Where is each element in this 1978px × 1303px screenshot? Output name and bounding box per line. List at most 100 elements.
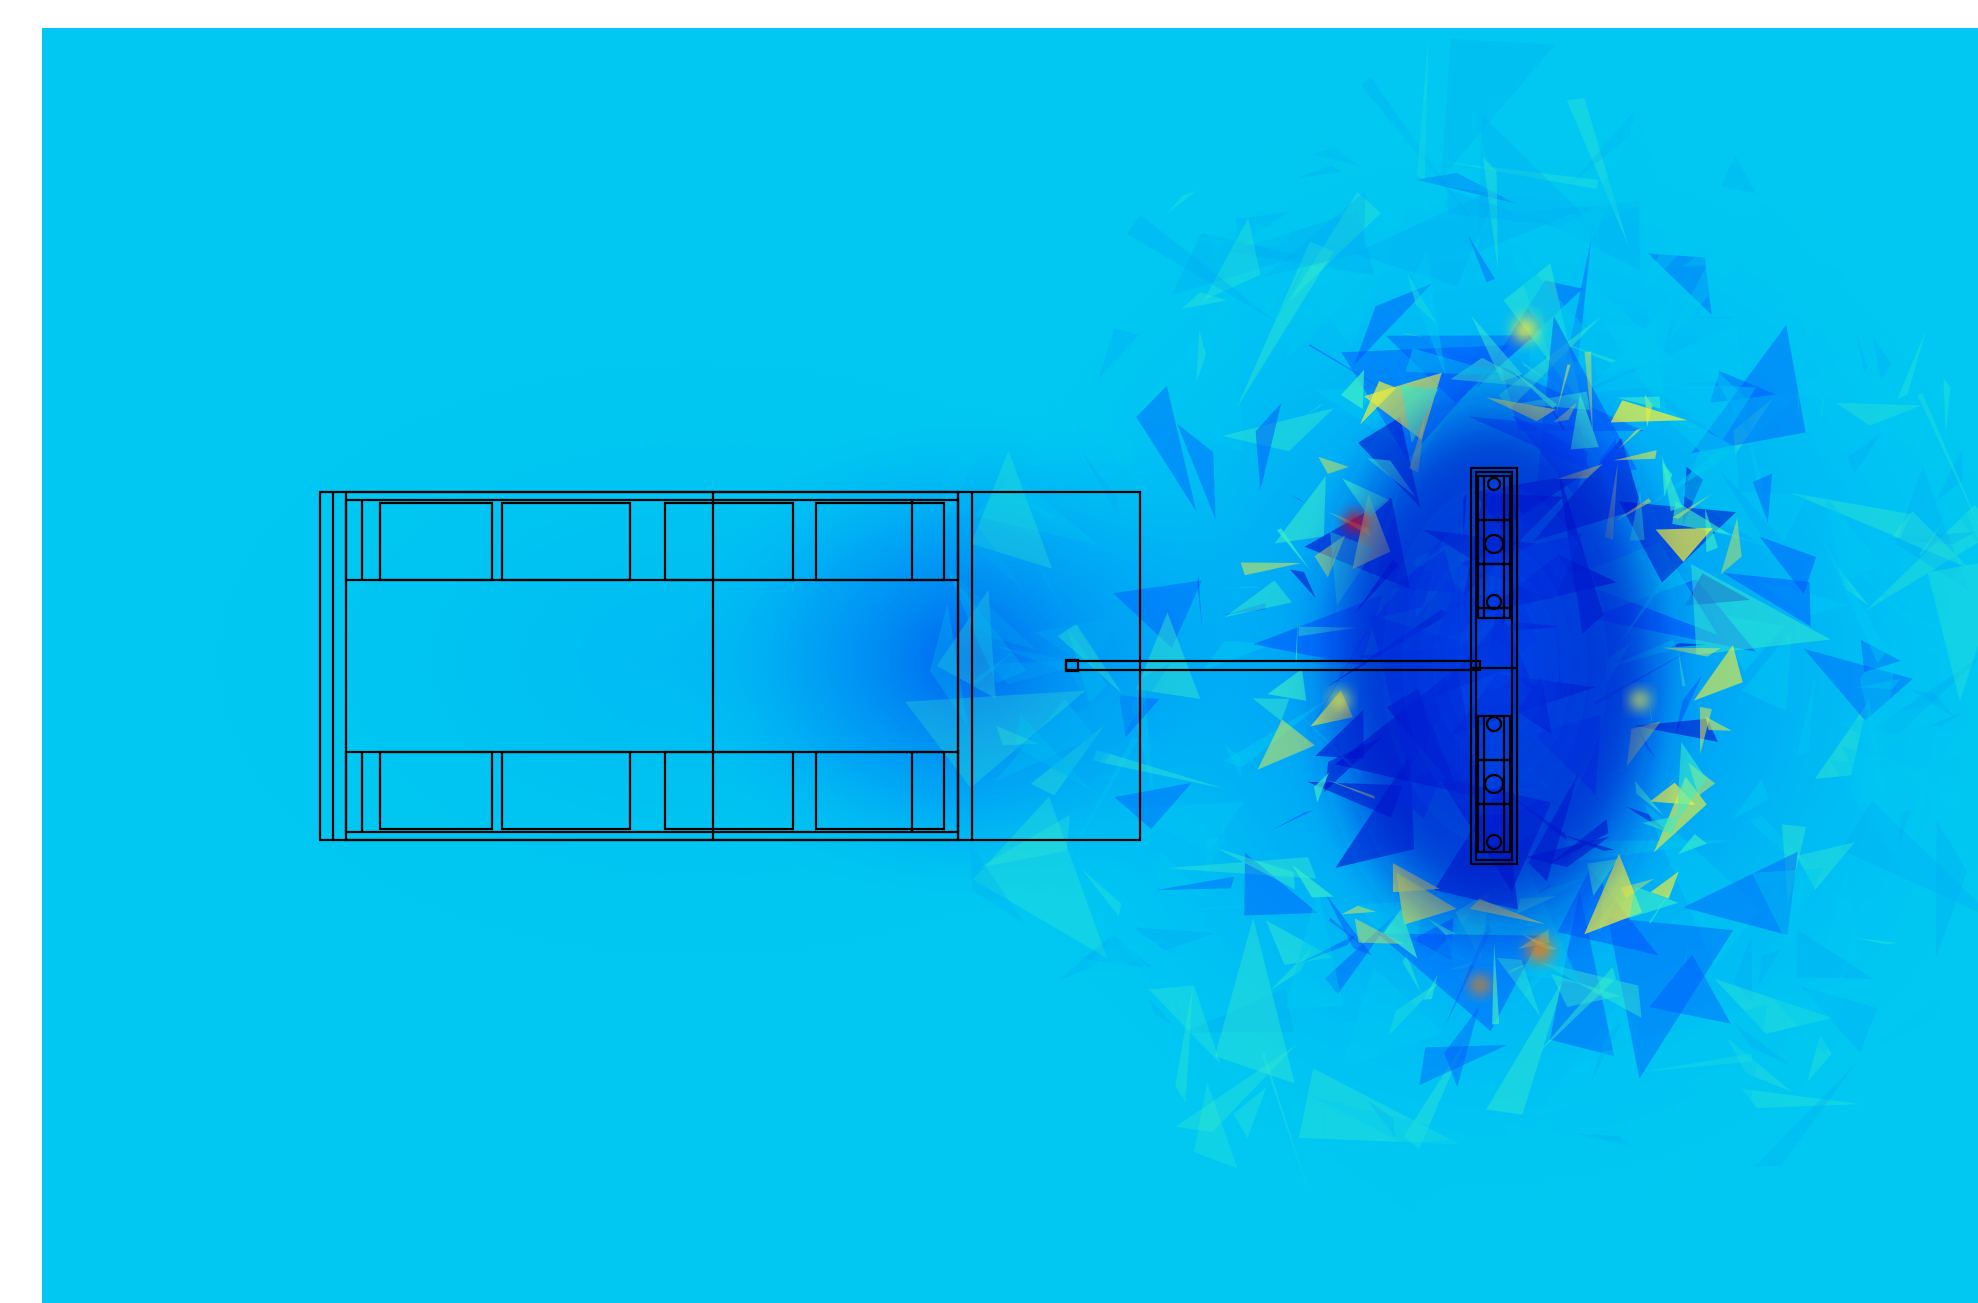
- field-facet-bright: [1616, 396, 1661, 409]
- field-facet: [1643, 229, 1656, 277]
- field-facet: [1310, 1096, 1475, 1174]
- field-facet: [1703, 240, 1735, 259]
- field-facet: [1223, 743, 1241, 776]
- field-facet: [1105, 824, 1162, 856]
- field-facet: [1549, 890, 1615, 1057]
- field-facet: [1030, 725, 1105, 796]
- field-hotspot: [1528, 938, 1552, 962]
- field-facet: [973, 519, 1025, 592]
- field-facet: [1255, 403, 1282, 491]
- field-facet: [1803, 648, 1913, 721]
- field-facet: [1127, 214, 1277, 323]
- field-facet: [1325, 892, 1372, 956]
- field-facet: [1835, 402, 1922, 426]
- field-facet-bright: [1341, 905, 1376, 915]
- field-facet: [1798, 564, 1939, 631]
- field-facet-bright: [1693, 645, 1743, 701]
- field-facet: [1790, 492, 1912, 539]
- coil-hole: [1486, 476, 1502, 492]
- field-facet: [1917, 392, 1978, 525]
- field-facet: [1164, 1062, 1228, 1131]
- field-facet-bright: [1642, 816, 1678, 834]
- field-facet: [1215, 917, 1295, 1084]
- field-facet: [987, 659, 1100, 685]
- field-hotspot: [1345, 512, 1365, 532]
- field-facet: [1312, 147, 1359, 166]
- field-facet: [1829, 759, 1978, 877]
- field-hotspots: [1331, 318, 1649, 994]
- field-facet: [1935, 449, 1963, 502]
- field-facet: [1909, 715, 1978, 781]
- field-facet: [1685, 573, 1750, 606]
- field-facet: [1539, 334, 1617, 363]
- field-facet: [1185, 212, 1302, 247]
- field-facet: [1169, 904, 1246, 911]
- field-facet: [1474, 125, 1551, 176]
- field-facet: [1175, 1029, 1225, 1111]
- field-facet: [1416, 172, 1516, 204]
- field-facet: [1341, 967, 1445, 1068]
- field-facet: [1084, 728, 1122, 748]
- field-facet: [1560, 1146, 1629, 1182]
- field-facet: [936, 589, 996, 699]
- field-facet: [1354, 1098, 1365, 1154]
- field-facet-bright: [1295, 619, 1298, 664]
- field-facet: [1573, 1133, 1630, 1146]
- field-facet: [1598, 1004, 1768, 1110]
- field-facet: [1538, 961, 1642, 1018]
- field-facet: [1642, 394, 1740, 490]
- field-facet: [1011, 662, 1171, 787]
- field-facet: [1524, 197, 1614, 308]
- field-facet: [1174, 995, 1183, 1033]
- field-facet: [1367, 1100, 1396, 1138]
- cell-top-3: [663, 501, 795, 582]
- field-facet-bright: [1303, 725, 1306, 744]
- field-facet: [1157, 850, 1209, 899]
- field-facet: [1101, 805, 1175, 817]
- field-facet: [1759, 536, 1817, 594]
- field-facet-bright: [1650, 871, 1679, 899]
- field-facet: [1833, 894, 1876, 1003]
- field-facet: [1884, 531, 1976, 544]
- field-facet: [1643, 1053, 1753, 1072]
- field-facet-bright: [1668, 774, 1680, 785]
- field-facet: [1059, 935, 1112, 980]
- field-facet: [1577, 268, 1675, 376]
- field-facet-bright: [1672, 493, 1712, 519]
- field-facet: [1571, 186, 1586, 223]
- field-facet: [1425, 1156, 1523, 1213]
- field-facet: [1855, 332, 1868, 373]
- cell-top-4: [814, 501, 946, 582]
- field-facet: [1817, 529, 1888, 664]
- field-facet: [1298, 1095, 1335, 1131]
- field-facet: [1288, 494, 1305, 504]
- field-facet: [1728, 1136, 1843, 1165]
- field-facet: [1675, 675, 1703, 734]
- field-facet: [1081, 451, 1119, 515]
- field-facet: [1227, 176, 1271, 251]
- field-facet: [1114, 782, 1192, 829]
- field-facet: [1253, 141, 1333, 232]
- field-facet: [1887, 434, 1941, 505]
- field-facet: [1536, 980, 1642, 1117]
- field-facet: [1640, 200, 1703, 293]
- field-facet: [1076, 818, 1087, 868]
- field-facet: [1898, 809, 1912, 845]
- field-facet: [1937, 544, 1978, 644]
- bottom-rail: [344, 750, 960, 834]
- field-facet: [1298, 933, 1358, 964]
- field-facet: [1847, 433, 1881, 474]
- field-facet: [1750, 392, 1803, 440]
- field-facet: [1444, 1006, 1480, 1087]
- field-facet: [947, 570, 1027, 684]
- field-facet: [1644, 1145, 1702, 1195]
- field-facet: [1853, 937, 1898, 945]
- field-facet: [1082, 873, 1093, 931]
- field-facet: [1844, 994, 1942, 1067]
- field-facet: [973, 796, 1108, 959]
- field-facet: [997, 646, 1076, 671]
- main-body: [318, 490, 1142, 842]
- field-facet: [1325, 1156, 1388, 1203]
- coil-plate: [1469, 466, 1519, 866]
- field-facet: [1781, 824, 1807, 905]
